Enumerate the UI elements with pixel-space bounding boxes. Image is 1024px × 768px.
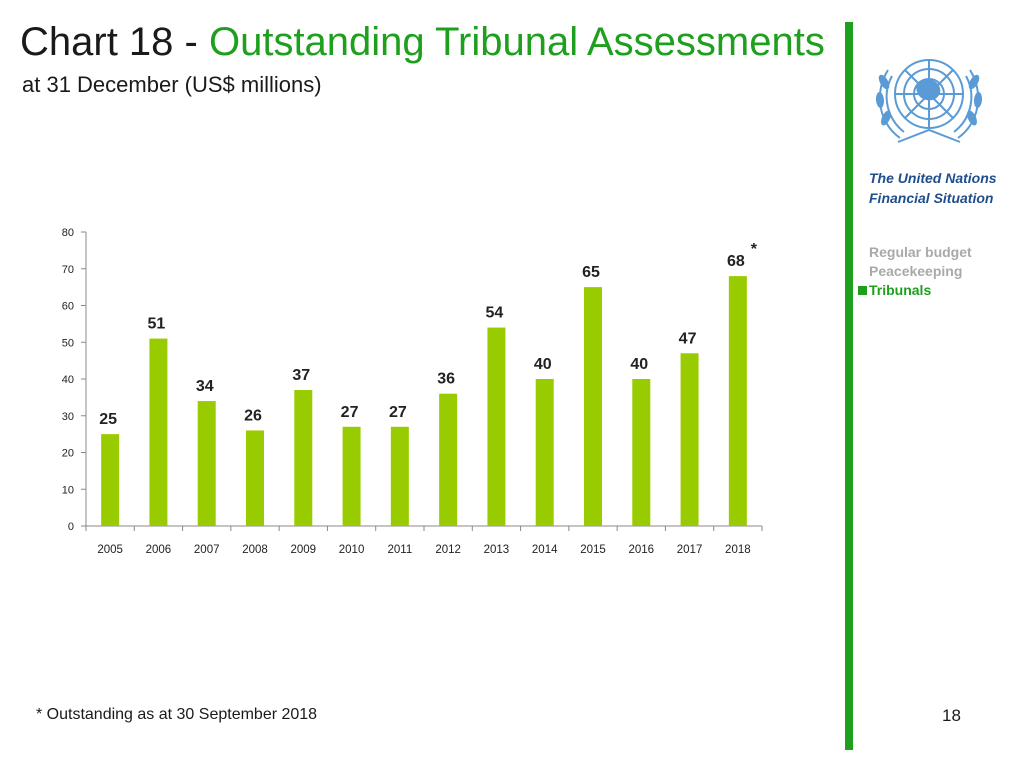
menu-item-tribunals[interactable]: Tribunals bbox=[869, 282, 932, 298]
bar-2011 bbox=[390, 426, 409, 526]
data-label: 26 bbox=[244, 407, 262, 424]
data-label: 51 bbox=[148, 316, 166, 333]
page-number: 18 bbox=[942, 706, 961, 725]
x-tick-label: 2008 bbox=[242, 544, 268, 556]
x-tick-label: 2016 bbox=[628, 544, 654, 556]
x-tick-label: 2011 bbox=[387, 544, 412, 556]
x-tick-label: 2010 bbox=[339, 544, 365, 556]
bar-2015 bbox=[584, 287, 602, 526]
bar-2007 bbox=[197, 401, 216, 526]
y-tick-label: 50 bbox=[62, 337, 74, 349]
y-tick-label: 80 bbox=[62, 227, 74, 239]
bar-2010 bbox=[342, 426, 361, 526]
data-label: 34 bbox=[196, 378, 214, 395]
bar-2009 bbox=[294, 390, 313, 526]
page-title: Chart 18 - Outstanding Tribunal Assessme… bbox=[20, 18, 825, 66]
y-tick-label: 40 bbox=[62, 374, 74, 386]
y-tick-label: 30 bbox=[62, 411, 74, 423]
x-tick-label: 2014 bbox=[532, 544, 558, 556]
data-label: 25 bbox=[99, 411, 117, 428]
x-tick-label: 2015 bbox=[580, 544, 606, 556]
x-tick-label: 2006 bbox=[146, 544, 172, 556]
y-tick-label: 70 bbox=[62, 264, 74, 276]
x-tick-label: 2017 bbox=[677, 544, 703, 556]
y-tick-label: 0 bbox=[68, 521, 74, 533]
data-label: 27 bbox=[389, 404, 407, 421]
bar-2017 bbox=[680, 353, 699, 526]
sidebar-title-line1: The United Nations bbox=[869, 170, 997, 186]
annotation-asterisk: * bbox=[751, 241, 758, 258]
data-label: 47 bbox=[679, 330, 697, 347]
bar-2012 bbox=[439, 393, 458, 526]
x-tick-label: 2009 bbox=[290, 544, 316, 556]
bar-2006 bbox=[149, 338, 168, 526]
sidebar-title-line2: Financial Situation bbox=[869, 190, 994, 206]
data-label: 27 bbox=[341, 404, 359, 421]
bar-2016 bbox=[632, 379, 651, 526]
un-emblem-icon bbox=[875, 59, 983, 143]
data-label: 40 bbox=[630, 356, 648, 373]
data-label: 68 bbox=[727, 253, 745, 270]
x-tick-label: 2018 bbox=[725, 544, 751, 556]
bar-2018 bbox=[728, 276, 747, 526]
active-bullet-icon bbox=[858, 286, 867, 295]
data-label: 40 bbox=[534, 356, 552, 373]
title-main: Outstanding Tribunal Assessments bbox=[208, 20, 825, 64]
page-subtitle: at 31 December (US$ millions) bbox=[22, 72, 322, 97]
bar-2013 bbox=[487, 327, 506, 526]
x-tick-label: 2007 bbox=[194, 544, 220, 556]
y-tick-label: 10 bbox=[62, 484, 74, 496]
bar-2005 bbox=[101, 434, 120, 526]
bar-2014 bbox=[535, 379, 554, 526]
x-tick-label: 2013 bbox=[484, 544, 510, 556]
menu-item-regular-budget[interactable]: Regular budget bbox=[869, 244, 972, 260]
x-tick-label: 2005 bbox=[97, 544, 123, 556]
bar-chart: 0 10 20 30 40 50 60 70 80 2005 25 2006 51 2007 34 2008 2… bbox=[62, 227, 763, 556]
title-prefix: Chart 18 - bbox=[20, 20, 209, 64]
sidebar-title: The United Nations Financial Situation bbox=[869, 168, 997, 208]
sidebar-menu: Regular budget Peacekeeping Tribunals bbox=[858, 243, 972, 300]
footnote: * Outstanding as at 30 September 2018 bbox=[36, 706, 318, 723]
data-label: 65 bbox=[582, 264, 600, 281]
vertical-divider bbox=[845, 22, 853, 750]
y-tick-label: 60 bbox=[62, 301, 74, 313]
bar-2008 bbox=[246, 430, 264, 526]
data-label: 54 bbox=[486, 305, 504, 322]
data-label: 36 bbox=[437, 371, 455, 388]
x-tick-label: 2012 bbox=[435, 544, 461, 556]
data-label: 37 bbox=[292, 367, 310, 384]
y-tick-label: 20 bbox=[62, 448, 74, 460]
menu-item-peacekeeping[interactable]: Peacekeeping bbox=[869, 263, 963, 279]
